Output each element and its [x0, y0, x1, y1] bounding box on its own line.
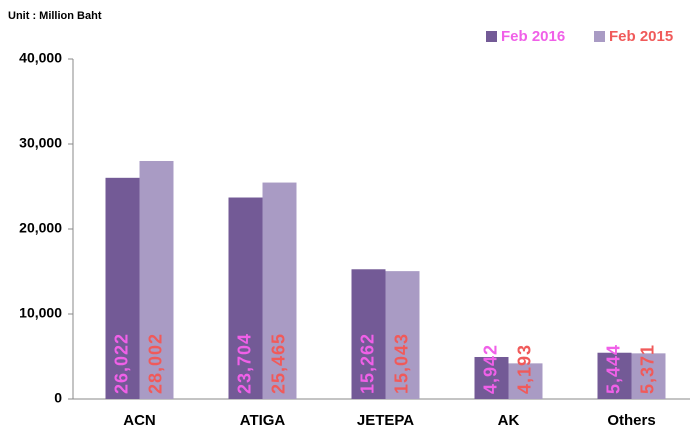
bar: [385, 271, 420, 399]
value-label: 23,704: [234, 333, 254, 394]
y-tick-label: 0: [54, 390, 62, 406]
bar: [105, 177, 140, 399]
bar: [351, 269, 386, 399]
x-tick-label: ATIGA: [240, 412, 286, 429]
legend-swatch: [486, 31, 497, 42]
value-label: 4,193: [514, 344, 534, 394]
bar: [228, 197, 263, 399]
x-tick-label: JETEPA: [357, 412, 414, 429]
x-tick-label: AK: [498, 412, 520, 429]
legend-label: Feb 2015: [609, 28, 673, 45]
value-label: 5,444: [603, 344, 623, 394]
y-tick-label: 40,000: [19, 50, 62, 66]
bar: [262, 182, 297, 399]
y-tick-label: 20,000: [19, 220, 62, 236]
value-label: 25,465: [268, 333, 288, 394]
value-label: 28,002: [145, 333, 165, 394]
bar: [508, 363, 543, 399]
bar: [597, 352, 632, 399]
bar: [474, 356, 509, 399]
legend-swatch: [594, 31, 605, 42]
value-label: 5,371: [637, 344, 657, 394]
x-tick-label: Others: [607, 412, 655, 429]
unit-label: Unit : Million Baht: [8, 10, 102, 22]
bar: [139, 160, 174, 399]
y-tick-label: 10,000: [19, 305, 62, 321]
value-label: 26,022: [111, 333, 131, 394]
legend-label: Feb 2016: [501, 28, 565, 45]
value-label: 15,262: [357, 333, 377, 394]
y-tick-label: 30,000: [19, 135, 62, 151]
value-label: 4,942: [480, 344, 500, 394]
x-tick-label: ACN: [123, 412, 156, 429]
bar: [631, 353, 666, 399]
value-label: 15,043: [391, 333, 411, 394]
